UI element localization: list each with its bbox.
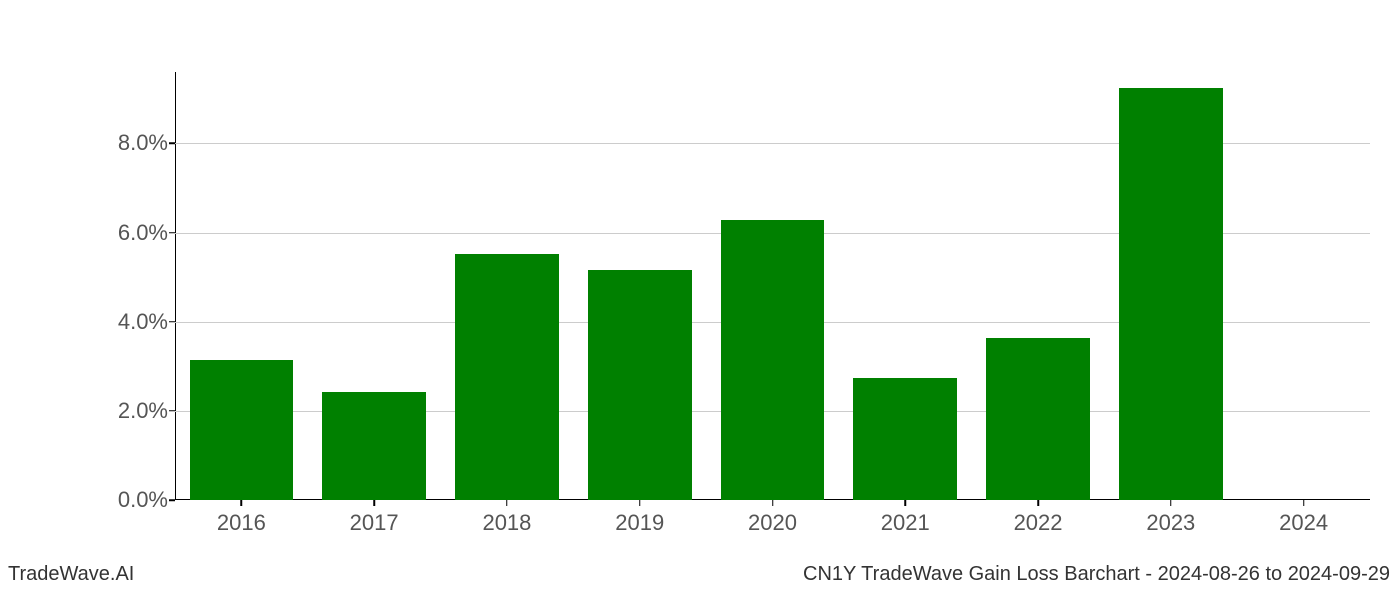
y-tick-mark <box>169 321 175 323</box>
y-tick-label: 4.0% <box>118 309 168 335</box>
footer-right-label: CN1Y TradeWave Gain Loss Barchart - 2024… <box>803 563 1390 586</box>
chart-bar <box>853 378 957 500</box>
x-tick-mark <box>1037 500 1039 506</box>
chart-bar <box>588 270 692 500</box>
y-tick-label: 6.0% <box>118 220 168 246</box>
x-tick-mark <box>373 500 375 506</box>
x-tick-label: 2021 <box>881 510 930 536</box>
x-tick-label: 2017 <box>350 510 399 536</box>
y-tick-mark <box>169 143 175 145</box>
y-tick-mark <box>169 499 175 501</box>
y-tick-label: 8.0% <box>118 130 168 156</box>
y-tick-mark <box>169 410 175 412</box>
x-tick-label: 2023 <box>1146 510 1195 536</box>
x-tick-label: 2019 <box>615 510 664 536</box>
x-tick-mark <box>639 500 641 506</box>
x-tick-label: 2022 <box>1014 510 1063 536</box>
chart-bar <box>190 360 294 500</box>
x-tick-mark <box>241 500 243 506</box>
x-tick-mark <box>1170 500 1172 506</box>
x-tick-mark <box>1303 500 1305 506</box>
chart-bar <box>986 338 1090 500</box>
y-tick-label: 0.0% <box>118 487 168 513</box>
x-tick-mark <box>772 500 774 506</box>
x-tick-label: 2018 <box>482 510 531 536</box>
chart-bar <box>1119 88 1223 500</box>
y-tick-label: 2.0% <box>118 398 168 424</box>
x-tick-label: 2016 <box>217 510 266 536</box>
x-tick-label: 2024 <box>1279 510 1328 536</box>
chart-bar <box>721 220 825 500</box>
footer-left-label: TradeWave.AI <box>8 563 134 586</box>
chart-bar <box>455 254 559 500</box>
x-tick-mark <box>905 500 907 506</box>
x-tick-label: 2020 <box>748 510 797 536</box>
chart-bar <box>322 392 426 500</box>
y-tick-mark <box>169 232 175 234</box>
x-tick-mark <box>506 500 508 506</box>
